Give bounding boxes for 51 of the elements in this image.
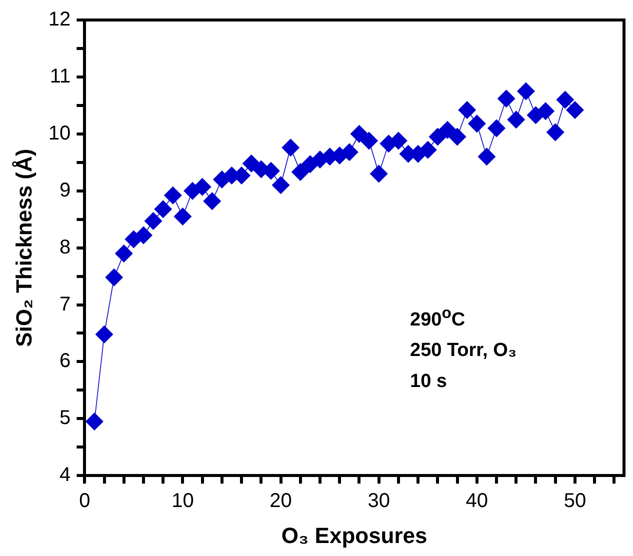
point bbox=[438, 120, 456, 139]
point bbox=[144, 212, 162, 230]
point bbox=[193, 178, 212, 196]
x-tick-label: 0 bbox=[79, 490, 90, 512]
point bbox=[350, 124, 368, 143]
point bbox=[488, 119, 506, 138]
y-tick-label: 10 bbox=[48, 122, 71, 144]
annotation: 250 Torr, O₃ bbox=[410, 339, 517, 364]
point bbox=[95, 325, 114, 344]
point bbox=[164, 186, 182, 204]
point bbox=[428, 128, 447, 146]
point bbox=[468, 114, 486, 133]
annotation: 290$^{o}$C bbox=[410, 304, 466, 332]
point bbox=[272, 176, 290, 194]
y-tick-label: 7 bbox=[60, 293, 71, 316]
point bbox=[448, 128, 466, 146]
point bbox=[458, 100, 476, 119]
point bbox=[536, 102, 555, 120]
point bbox=[114, 244, 133, 262]
point bbox=[566, 100, 584, 119]
point bbox=[546, 123, 564, 142]
x-tick-label: 20 bbox=[270, 490, 292, 512]
y-tick-label: 4 bbox=[60, 464, 71, 486]
point bbox=[291, 163, 310, 182]
x-axis-title: O₃ Exposures bbox=[281, 522, 428, 548]
x-tick-label: 40 bbox=[466, 490, 488, 512]
y-tick-label: 8 bbox=[60, 236, 71, 258]
point bbox=[478, 148, 496, 166]
y-tick-label: 11 bbox=[50, 65, 71, 88]
x-tick-label: 10 bbox=[172, 490, 194, 512]
y-tick-label: 9 bbox=[60, 179, 71, 202]
annotation: 10 s bbox=[410, 370, 448, 394]
point bbox=[507, 110, 526, 129]
point bbox=[516, 82, 535, 100]
point bbox=[154, 200, 172, 218]
point bbox=[360, 132, 378, 150]
point bbox=[418, 140, 437, 159]
x-tick-label: 30 bbox=[368, 490, 390, 512]
x-tick-label: 50 bbox=[564, 490, 586, 512]
point bbox=[203, 192, 222, 210]
point bbox=[497, 90, 516, 108]
point bbox=[85, 412, 104, 430]
point bbox=[370, 164, 388, 183]
y-tick-label: 5 bbox=[60, 407, 71, 430]
point bbox=[282, 138, 300, 157]
point bbox=[105, 268, 124, 286]
y-tick-label: 6 bbox=[60, 350, 71, 372]
point bbox=[174, 207, 192, 226]
point bbox=[556, 90, 574, 109]
y-tick-label: 12 bbox=[48, 8, 71, 31]
y-axis-title: SiO₂ Thickness (Å) bbox=[11, 148, 36, 347]
